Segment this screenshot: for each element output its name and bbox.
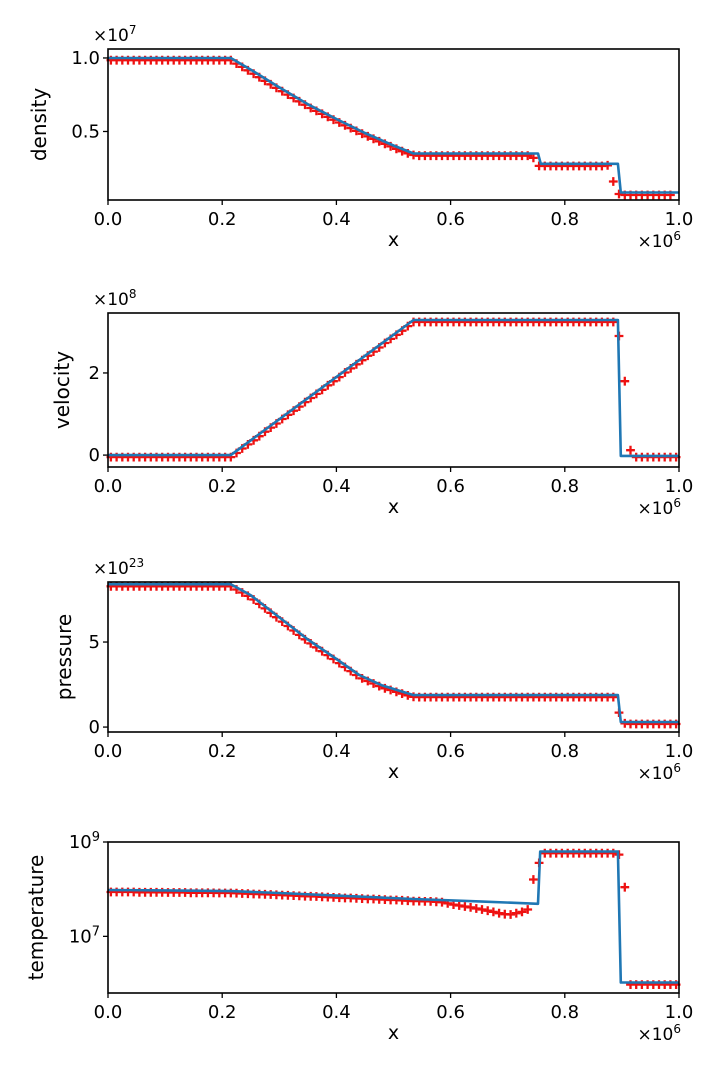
y-offset-label: ×107 (93, 23, 137, 46)
density-chart: 0.0 0.2 0.4 0.6 0.8 1.0 1.0 0.5 ×107 ×106 x density (27, 23, 694, 252)
y-tick-label: 2 (89, 363, 100, 384)
y-tick-label: 0 (89, 717, 100, 738)
y-offset-label: ×108 (93, 287, 137, 310)
y-tick-label: 109 (69, 830, 100, 853)
x-tick-label: 0.4 (322, 209, 351, 230)
pressure-chart: 0.0 0.2 0.4 0.6 0.8 1.0 5 0 ×1023 ×106 x pressure (52, 556, 694, 784)
x-offset-label: ×106 (637, 1022, 681, 1045)
plot-frame (107, 312, 680, 468)
analytic-line (108, 56, 679, 194)
x-axis-label: x (388, 761, 399, 783)
x-tick-label: 0.2 (208, 476, 237, 497)
x-tick-label: 0.6 (436, 741, 465, 762)
x-tick-label: 0.4 (322, 476, 351, 497)
y-tick-label: 107 (69, 924, 100, 947)
x-tick-label: 0.4 (322, 1002, 351, 1023)
y-tick-label: 5 (89, 632, 100, 653)
x-tick-label: 0.8 (550, 741, 579, 762)
plot-frame (107, 581, 680, 733)
x-tick-label: 1.0 (665, 1002, 694, 1023)
x-tick-label: 0.8 (550, 1002, 579, 1023)
x-axis-label: x (388, 229, 399, 251)
plot-frame (107, 48, 680, 201)
x-tick-label: 0.6 (436, 1002, 465, 1023)
x-tick-label: 0.2 (208, 741, 237, 762)
numerical-markers (106, 848, 681, 989)
x-tick-label: 0.2 (208, 1002, 237, 1023)
y-offset-label: ×1023 (93, 556, 144, 579)
numerical-markers (106, 55, 675, 200)
x-tick-label: 0.0 (94, 476, 123, 497)
y-axis-label: temperature (24, 855, 48, 981)
y-axis-label: pressure (52, 614, 76, 700)
analytic-line (107, 850, 679, 984)
y-axis-label: density (27, 88, 51, 161)
x-tick-label: 0.0 (94, 209, 123, 230)
x-tick-label: 0.8 (550, 209, 579, 230)
y-tick-label: 0.5 (71, 121, 100, 142)
x-tick-label: 0.0 (94, 1002, 123, 1023)
x-tick-label: 1.0 (665, 209, 694, 230)
temperature-chart: 0.0 0.2 0.4 0.6 0.8 1.0 109 107 ×106 x temperature (24, 830, 694, 1045)
x-tick-label: 0.0 (94, 741, 123, 762)
velocity-chart: 0.0 0.2 0.4 0.6 0.8 1.0 2 0 ×108 ×106 x velocity (50, 287, 694, 519)
x-offset-label: ×106 (637, 496, 681, 519)
x-offset-label: ×106 (637, 229, 681, 252)
x-tick-label: 0.2 (208, 209, 237, 230)
analytic-line (108, 318, 679, 458)
y-tick-label: 0 (89, 445, 100, 466)
x-tick-label: 0.8 (550, 476, 579, 497)
y-tick-label: 1.0 (71, 48, 100, 69)
plot-frame (107, 841, 680, 994)
x-tick-label: 0.6 (436, 209, 465, 230)
x-tick-label: 0.4 (322, 741, 351, 762)
x-tick-label: 1.0 (665, 741, 694, 762)
x-tick-label: 0.6 (436, 476, 465, 497)
x-offset-label: ×106 (637, 761, 681, 784)
numerical-markers (106, 317, 681, 462)
x-tick-label: 1.0 (665, 476, 694, 497)
numerical-markers (106, 581, 681, 729)
y-axis-label: velocity (50, 351, 74, 429)
x-axis-label: x (388, 1022, 399, 1044)
analytic-line (108, 582, 679, 724)
x-axis-label: x (388, 496, 399, 518)
